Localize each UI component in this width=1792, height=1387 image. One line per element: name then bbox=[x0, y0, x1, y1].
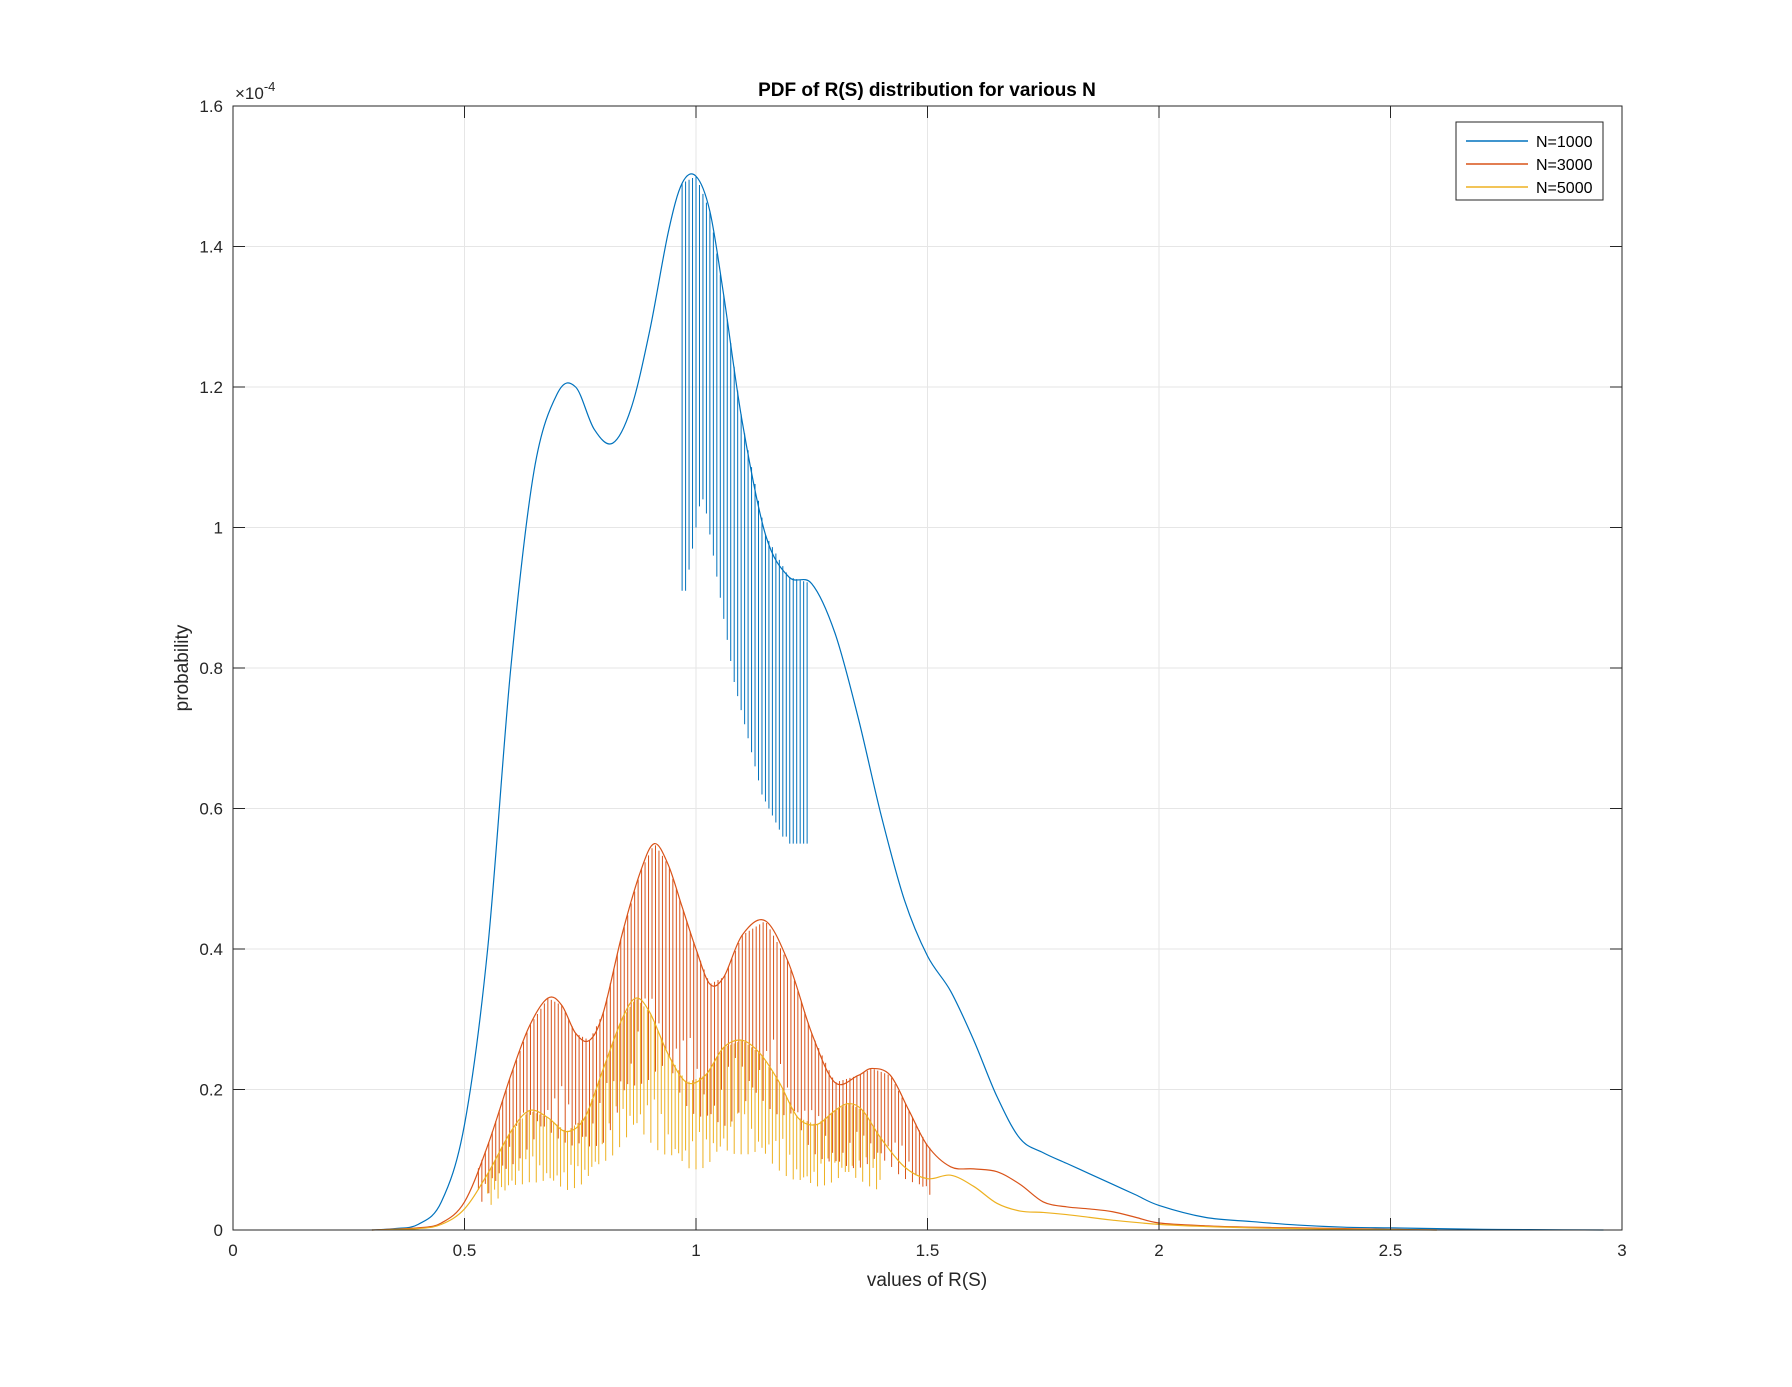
legend-entry: N=5000 bbox=[1536, 180, 1593, 197]
x-tick-label: 0.5 bbox=[453, 1241, 477, 1260]
legend-items: N=1000 N=3000 N=5000 bbox=[1466, 134, 1593, 197]
y-tick-label: 0.8 bbox=[199, 659, 223, 678]
y-tick-label: 1 bbox=[214, 519, 223, 538]
series-N=3000 bbox=[371, 843, 1437, 1231]
x-tick-label: 1 bbox=[691, 1241, 700, 1260]
series-line bbox=[371, 997, 1437, 1231]
y-ticks: 0 0.2 0.4 0.6 0.8 1 1.2 1.4 1.6 bbox=[199, 97, 1622, 1240]
y-tick-label: 1.4 bbox=[199, 238, 223, 257]
x-tick-label: 0 bbox=[228, 1241, 237, 1260]
y-tick-label: 1.6 bbox=[199, 97, 223, 116]
x-tick-label: 1.5 bbox=[916, 1241, 940, 1260]
y-axis-label: probability bbox=[172, 624, 193, 711]
exponent-label: ×10-4 bbox=[235, 79, 275, 103]
x-tick-label: 3 bbox=[1617, 1241, 1626, 1260]
series-line bbox=[371, 173, 1604, 1231]
series-N=5000 bbox=[371, 997, 1437, 1231]
exponent-power: -4 bbox=[264, 79, 276, 94]
y-tick-label: 1.2 bbox=[199, 378, 223, 397]
series-N=1000 bbox=[371, 173, 1604, 1231]
y-tick-label: 0.6 bbox=[199, 800, 223, 819]
legend[interactable]: N=1000 N=3000 N=5000 bbox=[1455, 121, 1604, 201]
y-tick-label: 0.2 bbox=[199, 1081, 223, 1100]
x-ticks: 0 0.5 1 1.5 2 2.5 3 bbox=[228, 106, 1627, 1260]
y-tick-label: 0.4 bbox=[199, 940, 223, 959]
x-axis-label: values of R(S) bbox=[867, 1270, 987, 1291]
x-tick-label: 2.5 bbox=[1379, 1241, 1403, 1260]
legend-entry: N=1000 bbox=[1536, 134, 1593, 151]
chart-title: PDF of R(S) distribution for various N bbox=[758, 80, 1096, 101]
legend-entry: N=3000 bbox=[1536, 157, 1593, 174]
series-layer bbox=[371, 173, 1604, 1231]
x-tick-label: 2 bbox=[1154, 1241, 1163, 1260]
series-line bbox=[371, 843, 1437, 1231]
y-tick-label: 0 bbox=[214, 1221, 223, 1240]
